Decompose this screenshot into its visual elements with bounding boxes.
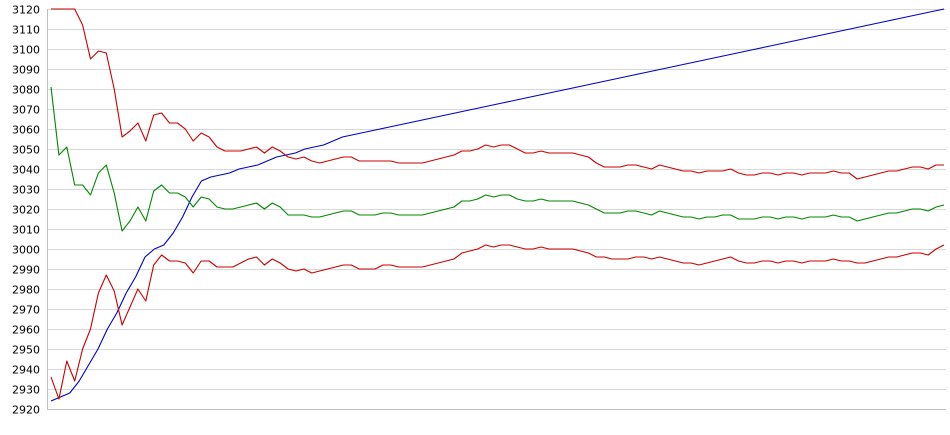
y-tick-label: 2970 xyxy=(12,304,40,317)
series-group xyxy=(50,8,945,402)
y-tick-label: 3010 xyxy=(12,224,40,237)
y-tick-label: 3090 xyxy=(12,64,40,77)
y-tick-label: 3060 xyxy=(12,124,40,137)
y-tick-label: 3110 xyxy=(12,24,40,37)
series-line-1 xyxy=(50,8,945,402)
y-tick-label: 3120 xyxy=(12,4,40,17)
y-tick-label: 2980 xyxy=(12,284,40,297)
gridlines xyxy=(47,9,946,410)
y-tick-label: 3040 xyxy=(12,164,40,177)
y-axis-tick-labels: 2920 2930 2940 2950 2960 2970 2980 2990 3000 3010… xyxy=(12,4,40,417)
y-tick-label: 2920 xyxy=(12,404,40,417)
y-tick-label: 3080 xyxy=(12,84,40,97)
series-line-4 xyxy=(50,244,945,400)
y-tick-label: 3030 xyxy=(12,184,40,197)
y-tick-label: 2990 xyxy=(12,264,40,277)
series-line-3 xyxy=(50,86,945,232)
y-tick-label: 3020 xyxy=(12,204,40,217)
y-tick-label: 2940 xyxy=(12,364,40,377)
series-line-2 xyxy=(51,8,944,180)
y-tick-label: 3070 xyxy=(12,104,40,117)
y-tick-label: 3000 xyxy=(12,244,40,257)
y-tick-label: 3050 xyxy=(12,144,40,157)
y-tick-label: 2950 xyxy=(12,344,40,357)
y-tick-label: 3100 xyxy=(12,44,40,57)
y-tick-label: 2960 xyxy=(12,324,40,337)
y-tick-label: 2930 xyxy=(12,384,40,397)
